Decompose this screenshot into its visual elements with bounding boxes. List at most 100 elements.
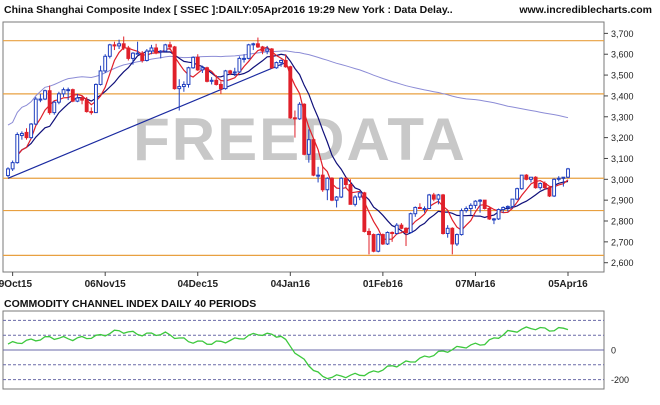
y-tick-label: 3,500 xyxy=(611,71,634,81)
candle-body xyxy=(279,59,283,64)
candle-body xyxy=(52,101,57,114)
candle-body xyxy=(367,230,371,236)
candle-body xyxy=(246,44,251,59)
candle-body xyxy=(311,139,316,176)
candle-body xyxy=(353,196,358,205)
candle-body xyxy=(404,227,408,233)
candle-body xyxy=(330,177,334,201)
candle-body xyxy=(556,177,561,180)
candle-body xyxy=(343,177,348,186)
candle-body xyxy=(501,206,506,211)
candle-body xyxy=(339,177,344,198)
short-moving-average-line xyxy=(16,46,569,241)
candle-body xyxy=(362,192,367,232)
candle-body xyxy=(316,174,321,177)
candle-body xyxy=(482,199,487,209)
candle-body xyxy=(172,46,177,90)
candle-body xyxy=(33,98,38,125)
candle-body xyxy=(260,46,265,52)
candle-body xyxy=(181,83,186,88)
candle-body xyxy=(200,67,205,71)
candle-body xyxy=(348,184,353,205)
candle-body xyxy=(431,194,436,200)
candle-body xyxy=(529,176,533,180)
candle-body xyxy=(427,194,432,210)
candle-body xyxy=(561,176,566,179)
candle-body xyxy=(195,56,200,71)
candle-body xyxy=(103,55,108,72)
candle-body xyxy=(10,162,15,170)
candle-body xyxy=(191,56,196,69)
candle-body xyxy=(380,234,385,245)
candle-body xyxy=(454,234,459,245)
candle-body xyxy=(487,208,492,220)
candle-body xyxy=(6,168,10,177)
candle-body xyxy=(390,231,395,235)
candle-body xyxy=(297,103,302,120)
candle-body xyxy=(98,70,103,85)
candle-body xyxy=(43,90,47,100)
y-tick-label: 2,600 xyxy=(611,258,634,268)
candle-body xyxy=(422,208,427,210)
candle-body xyxy=(334,196,339,201)
candle-body xyxy=(325,177,330,191)
candle-body xyxy=(417,206,422,209)
candle-body xyxy=(283,59,288,68)
candle-body xyxy=(251,43,256,46)
candle-body xyxy=(464,208,469,212)
trendline xyxy=(7,62,286,179)
y-tick-label: 3,100 xyxy=(611,154,634,164)
candle-body xyxy=(89,111,94,114)
candle-body xyxy=(117,43,122,47)
candle-body xyxy=(371,234,376,252)
candle-body xyxy=(524,174,529,180)
candle-body xyxy=(19,132,24,137)
candle-body xyxy=(473,200,478,206)
y-tick-label: 3,400 xyxy=(611,91,634,101)
candle-body xyxy=(209,79,214,82)
candle-body xyxy=(47,90,52,114)
candle-body xyxy=(214,79,219,85)
candle-body xyxy=(376,234,381,252)
candle-body xyxy=(505,205,510,208)
candle-body xyxy=(519,174,524,190)
candle-body xyxy=(66,89,71,92)
x-tick-label: 06Nov15 xyxy=(85,279,127,290)
candle-body xyxy=(56,93,61,103)
candle-body xyxy=(302,103,307,155)
candle-body xyxy=(320,174,325,191)
cci-tick-label: 0 xyxy=(611,346,616,356)
candle-body xyxy=(445,227,450,235)
candle-body xyxy=(177,86,182,90)
candle-body xyxy=(140,52,145,61)
candle-body xyxy=(413,206,418,215)
candle-body xyxy=(158,50,163,53)
candle-body xyxy=(61,89,66,95)
candle-body xyxy=(357,192,362,198)
candle-body xyxy=(552,178,557,197)
candle-body xyxy=(232,71,237,74)
candle-body xyxy=(533,176,538,189)
candle-body xyxy=(542,182,547,189)
candle-body xyxy=(223,70,228,90)
candle-body xyxy=(24,131,29,139)
x-tick-label: 05Apr16 xyxy=(548,279,588,290)
y-tick-label: 2,800 xyxy=(611,217,634,227)
candle-body xyxy=(538,182,543,189)
chart-title: China Shanghai Composite Index [ SSEC ]:… xyxy=(4,4,453,16)
candle-body xyxy=(566,168,570,178)
candle-body xyxy=(186,67,191,85)
x-tick-label: 04Jan16 xyxy=(271,279,311,290)
y-tick-label: 3,600 xyxy=(611,50,634,60)
candle-body xyxy=(126,47,131,59)
candle-body xyxy=(459,210,464,236)
candle-body xyxy=(441,194,445,235)
candle-body xyxy=(84,99,89,113)
candle-body xyxy=(496,209,501,220)
candle-body xyxy=(274,62,279,69)
candle-body xyxy=(121,43,126,49)
candle-body xyxy=(144,50,149,61)
price-layer: 2,600 2,700 2,800 2,900 3,000 3,100 3,200 3,300… xyxy=(0,29,634,290)
candle-body xyxy=(131,52,135,59)
